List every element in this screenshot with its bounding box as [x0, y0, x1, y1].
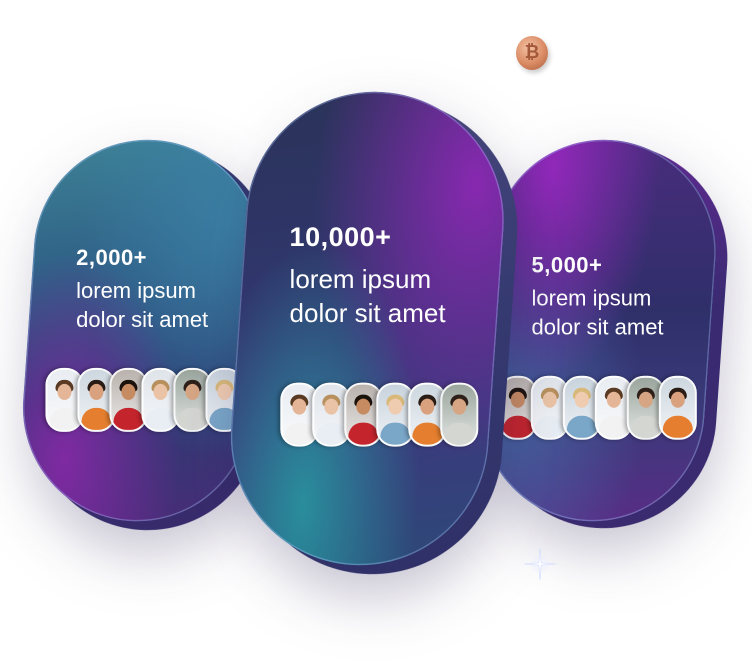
stat-value: 2,000+ [76, 244, 148, 270]
bitcoin-coin-icon: ₿ [516, 36, 548, 70]
stat-caption-line2: dolor sit amet [289, 297, 446, 328]
avatar-group [45, 367, 244, 432]
avatar-group [498, 375, 697, 440]
avatar [440, 382, 479, 447]
avatar-group [280, 382, 479, 447]
stat-card-center: 10,000+ lorem ipsum dolor sit amet [222, 83, 527, 583]
stat-value: 5,000+ [531, 252, 603, 278]
stat-caption-line1: lorem ipsum [531, 285, 652, 311]
avatar [658, 375, 697, 440]
stat-caption-line2: dolor sit amet [76, 306, 209, 332]
stat-caption-line2: dolor sit amet [531, 314, 664, 340]
stat-caption-line1: lorem ipsum [289, 263, 432, 294]
sparkle-icon [523, 547, 557, 581]
stat-caption-line1: lorem ipsum [76, 277, 196, 303]
stat-value: 10,000+ [289, 221, 392, 252]
